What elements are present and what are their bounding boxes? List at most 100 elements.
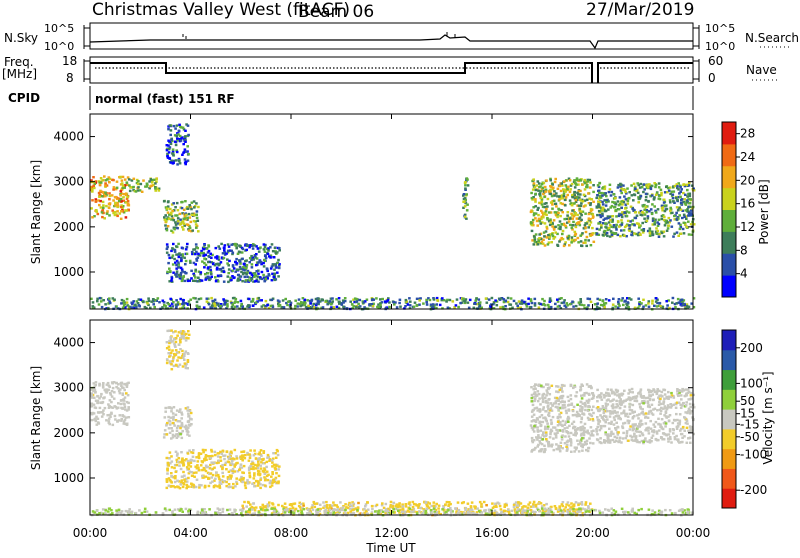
data-cell <box>445 300 448 302</box>
data-cell <box>537 190 540 192</box>
data-cell <box>175 159 178 161</box>
data-cell <box>554 178 557 180</box>
data-cell <box>551 404 554 406</box>
data-cell <box>555 406 558 408</box>
data-cell <box>564 199 567 201</box>
data-cell <box>177 209 180 211</box>
data-cell <box>554 231 557 233</box>
data-cell <box>116 181 119 183</box>
data-cell <box>580 202 583 204</box>
data-cell <box>563 245 566 247</box>
data-cell <box>408 297 411 299</box>
data-cell <box>560 297 563 299</box>
data-cell <box>500 297 503 299</box>
data-cell <box>660 192 663 194</box>
data-cell <box>113 398 116 400</box>
data-cell <box>662 206 665 208</box>
data-cell <box>553 449 556 451</box>
data-cell <box>666 230 669 232</box>
data-cell <box>540 210 543 212</box>
data-cell <box>257 247 260 249</box>
data-cell <box>641 211 644 213</box>
data-cell <box>207 261 210 263</box>
data-cell <box>533 235 536 237</box>
data-cell <box>534 198 537 200</box>
data-cell <box>224 464 227 466</box>
data-cell <box>652 434 655 436</box>
data-cell <box>272 250 275 252</box>
data-cell <box>183 478 186 480</box>
data-cell <box>399 306 402 308</box>
data-cell <box>117 407 120 409</box>
data-cell <box>494 510 497 512</box>
data-cell <box>119 392 122 394</box>
data-cell <box>209 253 212 255</box>
data-cell <box>91 396 94 398</box>
data-cell <box>183 353 186 355</box>
data-cell <box>181 479 184 481</box>
data-cell <box>652 423 655 425</box>
data-cell <box>571 423 574 425</box>
data-cell <box>686 442 689 444</box>
data-cell <box>673 190 676 192</box>
data-cell <box>581 385 584 387</box>
data-cell <box>196 305 199 307</box>
data-cell <box>331 297 334 299</box>
data-cell <box>124 178 127 180</box>
data-cell <box>179 162 182 164</box>
data-cell <box>561 425 564 427</box>
data-cell <box>668 419 671 421</box>
data-cell <box>539 220 542 222</box>
data-cell <box>615 215 618 217</box>
data-cell <box>641 396 644 398</box>
data-cell <box>550 306 553 308</box>
data-cell <box>177 461 180 463</box>
data-cell <box>616 391 619 393</box>
data-cell <box>623 235 626 237</box>
data-cell <box>188 213 191 215</box>
data-cell <box>187 330 190 332</box>
data-cell <box>176 430 179 432</box>
data-cell <box>169 208 172 210</box>
data-cell <box>596 400 599 402</box>
data-cell <box>576 192 579 194</box>
data-cell <box>425 301 428 303</box>
data-cell <box>647 217 650 219</box>
data-cell <box>561 197 564 199</box>
data-cell <box>240 300 243 302</box>
data-cell <box>642 229 645 231</box>
data-cell <box>201 461 204 463</box>
data-cell <box>105 419 108 421</box>
data-cell <box>507 301 510 303</box>
data-cell <box>185 425 188 427</box>
data-cell <box>243 465 246 467</box>
data-cell <box>106 213 109 215</box>
data-cell <box>645 304 648 306</box>
data-cell <box>446 501 449 503</box>
data-cell <box>665 433 668 435</box>
data-cell <box>597 222 600 224</box>
data-cell <box>554 181 557 183</box>
data-cell <box>648 394 651 396</box>
data-cell <box>271 461 274 463</box>
data-cell <box>263 243 266 245</box>
data-cell <box>438 505 441 507</box>
data-cell <box>109 302 112 304</box>
data-cell <box>142 179 145 181</box>
data-cell <box>628 389 631 391</box>
data-cell <box>193 200 196 202</box>
data-cell <box>174 486 177 488</box>
data-cell <box>556 448 559 450</box>
data-cell <box>185 339 188 341</box>
data-cell <box>687 306 690 308</box>
data-cell <box>284 503 287 505</box>
data-cell <box>683 214 686 216</box>
data-cell <box>581 232 584 234</box>
data-cell <box>262 262 265 264</box>
data-cell <box>674 436 677 438</box>
data-cell <box>91 392 94 394</box>
data-cell <box>166 487 169 489</box>
data-cell <box>572 305 575 307</box>
data-cell <box>557 212 560 214</box>
data-cell <box>553 194 556 196</box>
